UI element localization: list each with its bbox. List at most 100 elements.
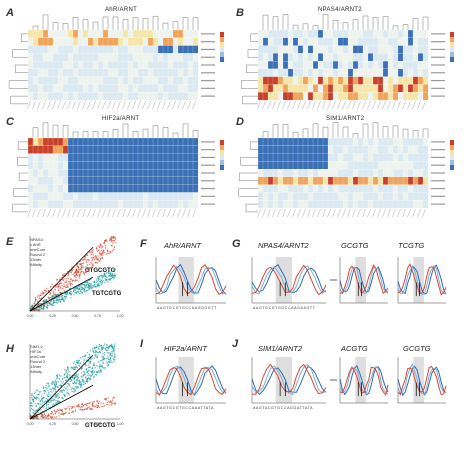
heatmap-cell xyxy=(162,145,169,154)
scatter-point xyxy=(41,414,44,416)
scatter-point xyxy=(107,358,110,360)
scatter-point xyxy=(82,362,85,364)
heatmap-cell xyxy=(102,92,109,101)
row-label xyxy=(431,203,445,205)
scatter-point xyxy=(30,405,32,407)
dendrogram-branch xyxy=(72,131,79,138)
heatmap-cell xyxy=(417,184,424,193)
scatter-point xyxy=(39,392,41,394)
scatter-point xyxy=(61,396,63,399)
shape-profile-line xyxy=(155,367,227,396)
scatter-point xyxy=(41,402,44,404)
scatter-point xyxy=(99,280,101,283)
scatter-point xyxy=(88,356,90,359)
heatmap-cell xyxy=(407,200,414,209)
scatter-point xyxy=(48,302,50,305)
heatmap-cell xyxy=(352,137,359,146)
scatter-point xyxy=(94,355,97,358)
heatmap-cell xyxy=(172,176,179,185)
heatmap-cell xyxy=(312,192,319,201)
scatter-point xyxy=(95,279,98,281)
heatmap-cell xyxy=(312,29,319,38)
dendrogram-branch xyxy=(13,188,28,197)
heatmap-cell xyxy=(262,145,269,154)
scatter-point xyxy=(79,362,81,365)
heatmap-cell xyxy=(122,37,129,46)
scatter-point xyxy=(96,283,98,286)
heatmap-cell xyxy=(27,68,34,77)
scatter-point xyxy=(84,377,87,379)
scatter-point xyxy=(75,389,77,391)
heatmap-cell xyxy=(92,153,99,162)
scatter-point xyxy=(91,260,93,262)
column-label xyxy=(337,208,341,218)
scatter-point xyxy=(65,370,67,373)
scatter-point xyxy=(104,278,106,280)
heatmap-cell xyxy=(382,68,389,77)
heatmap-cell xyxy=(417,45,424,54)
scatter-point xyxy=(51,411,53,413)
heatmap-cell xyxy=(272,176,279,185)
heatmap-cell xyxy=(322,76,329,85)
scatter-point xyxy=(107,280,109,283)
scatter-point xyxy=(110,351,113,353)
heatmap-cell xyxy=(387,29,394,38)
column-label xyxy=(137,208,141,218)
heatmap-cell xyxy=(127,76,134,85)
scatter-point xyxy=(91,286,93,289)
scatter-point xyxy=(60,287,62,290)
scatter-point xyxy=(100,368,102,371)
heatmap-cell xyxy=(62,169,69,178)
scatter-point xyxy=(97,276,100,278)
scatter-point xyxy=(73,275,76,277)
heatmap-cell xyxy=(257,76,264,85)
heatmap-cell xyxy=(267,76,274,85)
scatter-point xyxy=(103,243,105,245)
column-label xyxy=(262,100,266,110)
heatmap-cell xyxy=(417,76,424,85)
heatmap-cell xyxy=(382,184,389,193)
column-label xyxy=(122,100,126,110)
heatmap-cell xyxy=(397,137,404,146)
column-label xyxy=(277,100,281,110)
scatter-point xyxy=(81,288,83,291)
scatter-point xyxy=(32,408,34,411)
heatmap-cell xyxy=(27,145,34,154)
scatter-point xyxy=(106,355,109,357)
scatter-point xyxy=(61,285,63,287)
scatter-point xyxy=(71,292,73,295)
scatter-point xyxy=(111,361,114,363)
heatmap-cell xyxy=(32,192,39,201)
heatmap-cell xyxy=(297,176,304,185)
scatter-point xyxy=(43,416,45,419)
heatmap-cell xyxy=(92,37,99,46)
heatmap-cell xyxy=(72,53,79,62)
heatmap-cell xyxy=(52,45,59,54)
x-tick-label: 0.00 xyxy=(27,314,34,318)
scatter-point xyxy=(57,386,59,388)
heatmap-cell xyxy=(112,153,119,162)
core-region xyxy=(355,357,366,403)
heatmap-cell xyxy=(367,68,374,77)
column-label xyxy=(77,208,81,218)
heatmap-cell xyxy=(192,184,199,193)
heatmap-cell xyxy=(362,53,369,62)
row-label xyxy=(201,149,215,151)
heatmap-cell xyxy=(302,29,309,38)
heatmap-cell xyxy=(337,184,344,193)
heatmap-cell xyxy=(262,184,269,193)
dendrogram-branch xyxy=(152,125,159,138)
heatmap-cell xyxy=(367,76,374,85)
heatmap-cell xyxy=(52,84,59,93)
scatter-point xyxy=(53,383,56,385)
heatmap-cell xyxy=(147,84,154,93)
dendrogram-branch xyxy=(122,123,129,138)
scatter-point xyxy=(80,406,83,408)
scatter-point xyxy=(67,275,69,277)
heatmap-cell xyxy=(382,169,389,178)
scatter-point xyxy=(56,294,59,296)
heatmap-cell xyxy=(372,68,379,77)
heatmap-cell xyxy=(422,61,429,70)
scatter-point xyxy=(75,273,78,275)
scatter-point xyxy=(104,245,107,247)
